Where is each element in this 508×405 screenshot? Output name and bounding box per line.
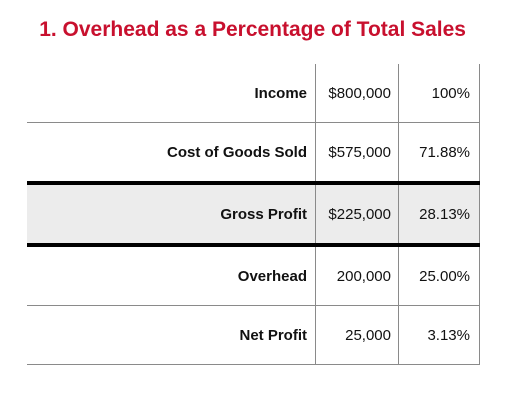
overhead-table: Income $800,000 100% Cost of Goods Sold … — [27, 64, 480, 365]
row-amount: $575,000 — [315, 122, 399, 184]
row-label: Income — [27, 64, 316, 123]
row-label: Net Profit — [27, 305, 316, 365]
table-row-income: Income $800,000 100% — [27, 64, 480, 123]
row-amount: 25,000 — [315, 305, 399, 365]
row-percent: 25.00% — [398, 245, 480, 306]
row-amount: $800,000 — [315, 64, 399, 123]
row-percent: 71.88% — [398, 122, 480, 184]
row-percent: 100% — [398, 64, 480, 123]
row-label: Overhead — [27, 245, 316, 306]
row-label: Cost of Goods Sold — [27, 122, 316, 184]
row-amount: $225,000 — [315, 181, 399, 247]
table-row-gross-profit: Gross Profit $225,000 28.13% — [27, 181, 480, 247]
table-row-net-profit: Net Profit 25,000 3.13% — [27, 305, 480, 365]
table-row-cogs: Cost of Goods Sold $575,000 71.88% — [27, 122, 480, 184]
row-label: Gross Profit — [27, 181, 316, 247]
row-amount: 200,000 — [315, 245, 399, 306]
row-percent: 3.13% — [398, 305, 480, 365]
row-percent: 28.13% — [398, 181, 480, 247]
table-row-overhead: Overhead 200,000 25.00% — [27, 245, 480, 306]
page-title: 1. Overhead as a Percentage of Total Sal… — [39, 18, 466, 41]
